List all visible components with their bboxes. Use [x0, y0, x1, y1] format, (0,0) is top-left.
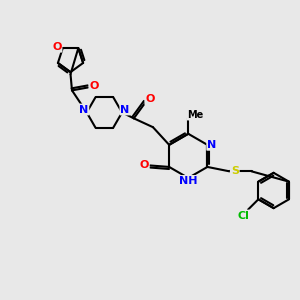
Text: O: O	[145, 94, 155, 104]
Text: O: O	[89, 81, 99, 91]
Text: Me: Me	[188, 110, 204, 120]
Text: N: N	[207, 140, 216, 150]
Text: Cl: Cl	[238, 211, 250, 220]
Text: N: N	[79, 104, 88, 115]
Text: S: S	[231, 166, 239, 176]
Text: O: O	[52, 42, 62, 52]
Text: NH: NH	[179, 176, 197, 186]
Text: N: N	[120, 104, 130, 115]
Text: O: O	[140, 160, 149, 170]
